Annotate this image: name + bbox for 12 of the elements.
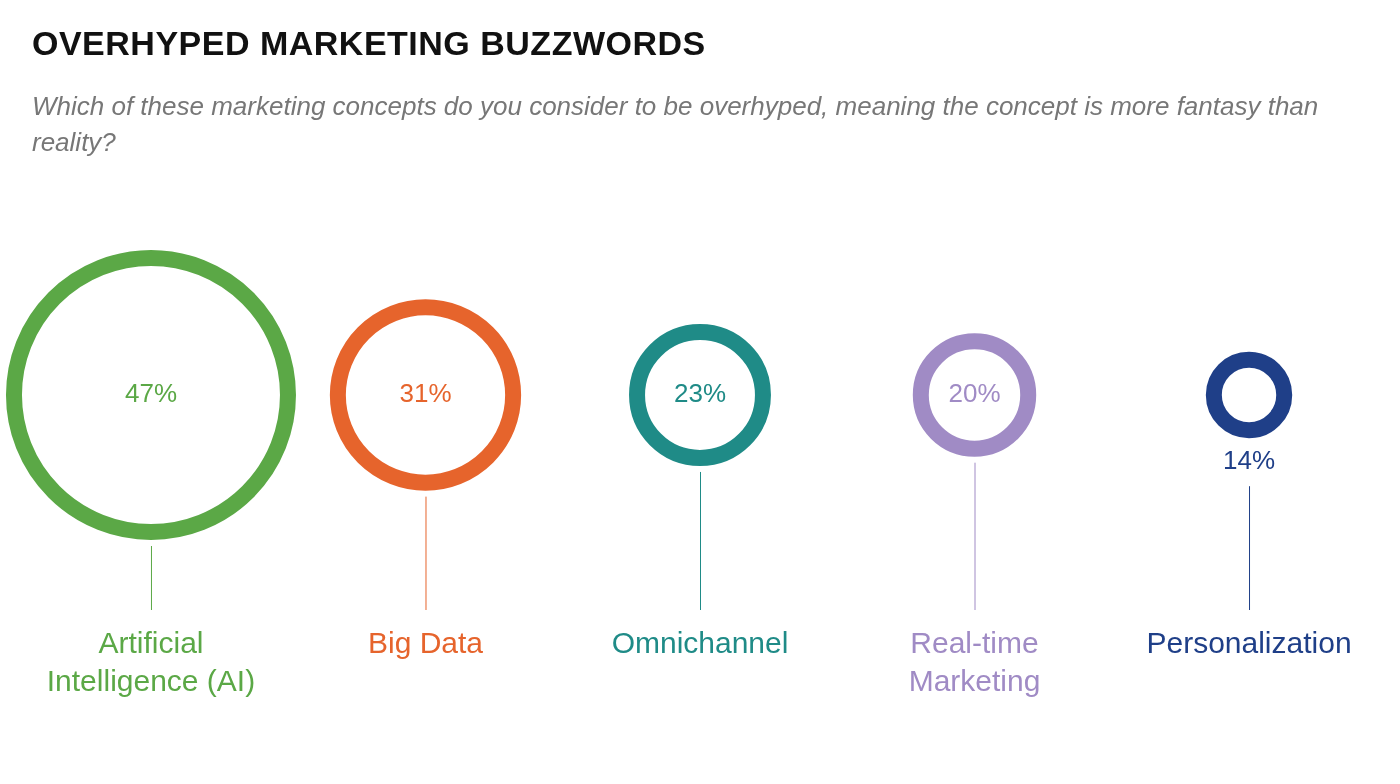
data-label: 23% <box>673 378 727 409</box>
data-label: 14% <box>1223 445 1276 476</box>
text: Which of these marketing concepts do you consider to be overhyped, meaning the concept is more fantasy than reality? <box>32 90 1320 159</box>
category-label: Omnichannel <box>611 626 789 660</box>
data-label: 47% <box>124 378 177 409</box>
category-label: Personalization <box>1146 626 1352 660</box>
data-label: 20% <box>948 378 1001 409</box>
category-label: Artificial Intelligence (AI) <box>46 626 256 698</box>
data-label: 31% <box>399 378 452 409</box>
text: OVERHYPED MARKETING BUZZWORDS <box>32 24 706 63</box>
category-label: Real-time Marketing <box>908 626 1041 698</box>
category-label: Big Data <box>367 626 484 660</box>
